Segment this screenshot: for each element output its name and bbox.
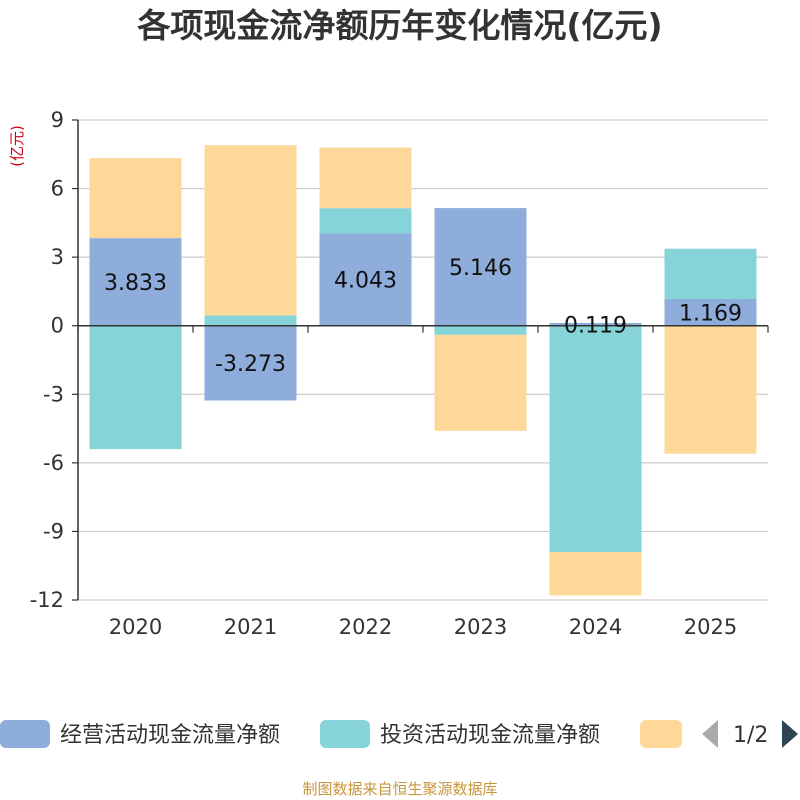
bar-investing-2020[interactable] <box>89 325 182 450</box>
y-tick-label: 9 <box>51 108 64 132</box>
y-tick-label: -3 <box>43 382 64 406</box>
pagination-text: 1/2 <box>733 723 768 748</box>
bar-investing-2022[interactable] <box>319 208 412 234</box>
data-label-operating: -3.273 <box>215 352 286 377</box>
bar-financing-2020[interactable] <box>89 158 182 239</box>
legend-swatch-investing <box>320 720 370 748</box>
legend-label-investing: 投资活动现金流量净额 <box>380 723 600 748</box>
bar-financing-2023[interactable] <box>434 334 527 431</box>
bar-investing-2023[interactable] <box>434 325 527 335</box>
bar-financing-2022[interactable] <box>319 147 412 209</box>
data-label-operating: 3.833 <box>104 271 167 296</box>
bar-financing-2025[interactable] <box>664 325 757 454</box>
bar-operating-2024[interactable] <box>549 322 642 326</box>
legend-item-operating[interactable]: 经营活动现金流量净额 <box>0 720 280 748</box>
x-tick-label: 2021 <box>224 615 277 639</box>
y-tick-label: -12 <box>30 588 64 612</box>
bar-operating-2025[interactable] <box>664 298 757 326</box>
bars-layer <box>89 145 757 596</box>
bar-investing-2024[interactable] <box>549 325 642 552</box>
triangle-left-icon[interactable] <box>702 720 718 748</box>
x-tick-label: 2024 <box>569 615 622 639</box>
bar-operating-2021[interactable] <box>204 325 297 401</box>
chart-title: 各项现金流净额历年变化情况(亿元) <box>137 6 663 45</box>
y-tick-label: -9 <box>43 519 64 543</box>
bar-financing-2021[interactable] <box>204 145 297 316</box>
y-tick-label: 6 <box>51 177 64 201</box>
bar-investing-2021[interactable] <box>204 315 297 326</box>
labels-layer: 3.833 -3.273 4.043 5.146 0.119 1.169 <box>104 256 742 377</box>
triangle-right-icon[interactable] <box>782 720 798 748</box>
grid-layer <box>78 119 768 601</box>
data-label-operating: 5.146 <box>449 256 512 281</box>
data-label-operating: 1.169 <box>679 301 742 326</box>
y-tick-label: 3 <box>51 245 64 269</box>
data-label-operating: 4.043 <box>334 269 397 294</box>
x-tick-label: 2023 <box>454 615 507 639</box>
y-axis-label: (亿元) <box>8 125 26 167</box>
bar-operating-2022[interactable] <box>319 233 412 326</box>
legend-item-investing[interactable]: 投资活动现金流量净额 <box>320 720 600 748</box>
legend-swatch-operating <box>0 720 50 748</box>
bar-operating-2020[interactable] <box>89 238 182 326</box>
x-tick-label: 2020 <box>109 615 162 639</box>
x-tick-label: 2022 <box>339 615 392 639</box>
legend[interactable]: 经营活动现金流量净额 投资活动现金流量净额 1/2 <box>0 720 798 748</box>
data-label-operating: 0.119 <box>564 313 627 338</box>
axis-layer: 9 6 3 0 -3 -6 -9 -12 2020 2021 2022 2023 2024 2025 <box>30 108 769 639</box>
y-tick-label: 0 <box>51 314 64 338</box>
bar-operating-2023[interactable] <box>434 208 527 326</box>
bar-investing-2025[interactable] <box>664 248 757 299</box>
y-tick-label: -6 <box>43 451 64 475</box>
legend-item-financing[interactable] <box>640 720 682 748</box>
legend-swatch-financing <box>640 720 682 748</box>
source-note: 制图数据来自恒生聚源数据库 <box>302 780 498 798</box>
bar-financing-2024[interactable] <box>549 552 642 596</box>
x-tick-label: 2025 <box>684 615 737 639</box>
legend-label-operating: 经营活动现金流量净额 <box>60 723 280 748</box>
